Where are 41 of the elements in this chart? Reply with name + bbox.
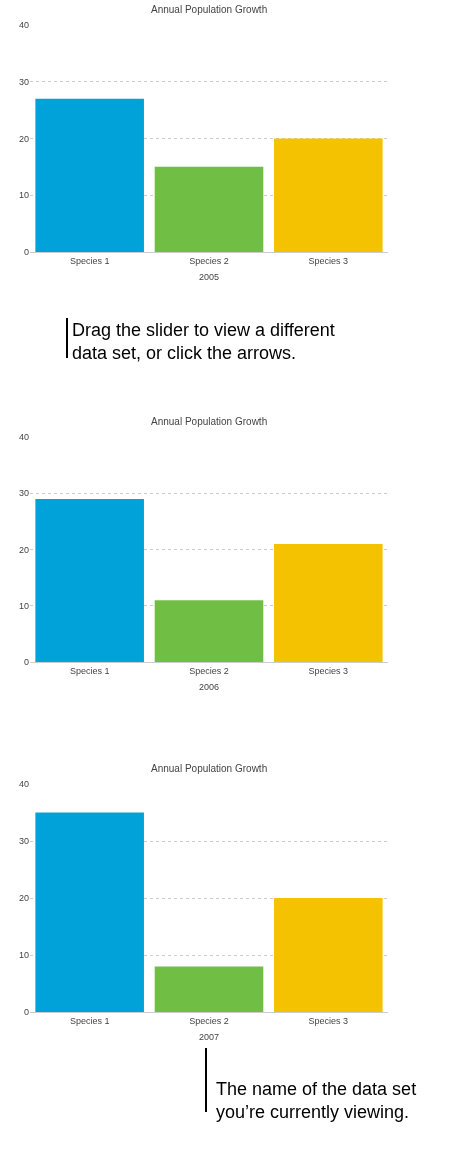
x-tick-label: Species 3 (308, 665, 349, 676)
y-tick-label: 30 (18, 488, 29, 499)
y-tick-label: 10 (18, 600, 29, 611)
bar (154, 166, 264, 252)
y-tick-label: 40 (18, 779, 29, 790)
x-tick-label: Species 2 (189, 255, 229, 266)
y-tick-label: 0 (23, 1007, 29, 1018)
text: Drag the slider to view a different data set, or click the arrows. (72, 320, 335, 364)
bar (154, 600, 264, 662)
x-tick-label: Species 1 (69, 255, 110, 266)
y-tick-label: 30 (18, 836, 29, 847)
bar (35, 812, 144, 1012)
bar (274, 543, 383, 662)
x-tick-label: Species 2 (189, 665, 229, 676)
bar (35, 98, 144, 252)
y-tick-label: 40 (18, 432, 29, 443)
y-tick-label: 0 (23, 247, 29, 258)
y-tick-label: 40 (18, 20, 29, 31)
x-axis-title: 2006 (198, 681, 220, 692)
y-tick-label: 30 (18, 76, 29, 87)
y-tick-label: 10 (18, 950, 29, 961)
y-tick-label: 20 (18, 544, 29, 555)
bar (35, 498, 144, 662)
bar (274, 898, 383, 1012)
x-axis-title: 2005 (198, 271, 220, 282)
bar (154, 966, 264, 1012)
y-tick-label: 20 (18, 133, 29, 144)
y-tick-label: 0 (23, 657, 29, 668)
chart-title: Annual Population Growth (151, 416, 268, 427)
x-tick-label: Species 1 (69, 665, 110, 676)
x-tick-label: Species 3 (308, 1015, 349, 1026)
chart-title: Annual Population Growth (151, 4, 268, 15)
chart-title: Annual Population Growth (151, 763, 268, 774)
x-tick-label: Species 1 (69, 1015, 110, 1026)
text: The name of the data set you’re currently viewing. (216, 1079, 417, 1123)
x-tick-label: Species 2 (189, 1015, 229, 1026)
x-axis-title: 2007 (198, 1031, 220, 1042)
x-tick-label: Species 3 (308, 255, 349, 266)
bar (274, 138, 383, 252)
y-tick-label: 20 (18, 893, 29, 904)
y-tick-label: 10 (18, 190, 29, 201)
